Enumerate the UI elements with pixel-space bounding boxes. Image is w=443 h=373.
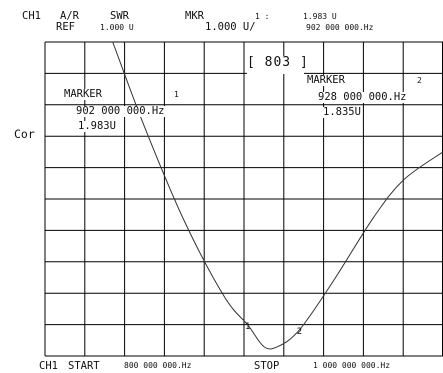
marker-1-glyph: 1 xyxy=(245,322,250,332)
marker-2-value: 1.835U xyxy=(323,107,361,118)
graticule-grid xyxy=(45,42,443,356)
marker-2-title: MARKER xyxy=(307,75,345,86)
start-label: START xyxy=(68,361,100,372)
marker-1-value: 1.983U xyxy=(78,121,116,132)
status-box: [ 803 ] xyxy=(247,56,304,74)
marker-1-freq: 902 000 000.Hz xyxy=(76,106,165,117)
trace-line xyxy=(113,42,443,349)
marker-2-freq: 928 000 000.Hz xyxy=(318,92,407,103)
stop-label: STOP xyxy=(254,361,279,372)
marker-2-glyph: 2 xyxy=(297,327,302,337)
marker-2-number: 2 xyxy=(417,77,422,85)
footer-channel: CH1 xyxy=(39,361,58,372)
stop-value: 1 000 000 000.Hz xyxy=(313,362,390,370)
marker-1-number: 1 xyxy=(174,91,179,99)
start-value: 800 000 000.Hz xyxy=(124,362,191,370)
marker-1-title: MARKER xyxy=(64,89,102,100)
